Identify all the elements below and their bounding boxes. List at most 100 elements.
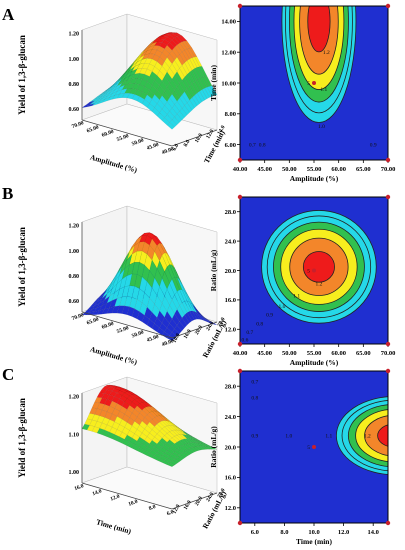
x-tick-label: 40.00 xyxy=(233,350,248,357)
x-tick-label: 40.00 xyxy=(161,338,175,348)
surface-facet xyxy=(91,402,100,409)
surface-facet xyxy=(156,112,165,121)
surface-facet xyxy=(131,241,140,255)
surface-facet xyxy=(159,36,168,40)
surface-facet xyxy=(131,394,140,399)
surface-facet xyxy=(104,424,113,433)
surface-facet xyxy=(176,454,185,460)
surface-facet xyxy=(131,83,140,90)
surface-facet xyxy=(139,432,148,441)
surface-facet xyxy=(94,98,103,104)
corner-design-point xyxy=(237,520,243,526)
x-tick-label: 12.0 xyxy=(338,529,349,536)
design-point xyxy=(312,268,316,273)
surface-facet xyxy=(146,421,155,430)
corner-design-point xyxy=(385,341,391,347)
surface-facet xyxy=(169,425,178,431)
design-point xyxy=(312,81,316,85)
surface-facet xyxy=(144,406,153,413)
x-tick-label: 14.0 xyxy=(368,529,379,536)
surface-facet xyxy=(139,420,148,430)
x-tick-label: 10.0 xyxy=(308,529,319,536)
contour-level-label: 1.0 xyxy=(285,434,292,440)
y-tick-label: 16.0 xyxy=(225,475,236,482)
surface-facet xyxy=(106,384,115,386)
surface-facet xyxy=(156,457,165,463)
surface-facet xyxy=(136,73,145,80)
y-tick-label: 8.0 xyxy=(183,139,192,148)
contour-level-label: 0.9 xyxy=(370,143,377,149)
x-tick-label: 60.00 xyxy=(101,321,115,331)
z-tick-label: 1.00 xyxy=(69,249,80,255)
surface-facet xyxy=(126,62,135,72)
design-point-label: 5 xyxy=(307,269,310,275)
surface-facet xyxy=(131,57,140,67)
surface-facet xyxy=(136,311,145,323)
y-axis-line xyxy=(171,492,218,510)
x-tick-label: 45.00 xyxy=(257,350,272,357)
panel-label-a: A xyxy=(2,5,15,24)
corner-design-point xyxy=(385,194,391,200)
x-axis-line xyxy=(81,119,173,147)
surface-facet xyxy=(159,455,168,461)
x-tick-label: 16.0 xyxy=(74,483,85,492)
contour-level-label: 1.1 xyxy=(325,434,332,440)
contour-plot-c: 6.0 8.0 10.0 12.0 14.0 12.0 16.0 20.0 24.0 28.0 Ti… xyxy=(209,368,391,546)
y-tick-label: 10.0 xyxy=(194,132,204,144)
contour-band-1-1 xyxy=(364,415,388,456)
surface-facet xyxy=(154,295,163,312)
surface-facet xyxy=(146,232,155,239)
y-tick-label: 14.00 xyxy=(221,19,236,26)
x-tick-label: 70.00 xyxy=(381,350,396,357)
surface-facet xyxy=(121,392,130,399)
design-point-label: 5 xyxy=(307,81,310,87)
surface-facet xyxy=(104,399,113,407)
surface-facet xyxy=(96,415,105,424)
surface-facet xyxy=(89,407,98,415)
y-tick-label: 12.0 xyxy=(225,505,236,512)
contour-level-label: 0.8 xyxy=(259,143,266,149)
surface-facet xyxy=(139,50,148,59)
contour-level-label: 1.1 xyxy=(293,293,300,299)
y-tick-label: 12.0 xyxy=(205,128,215,140)
surface-facet xyxy=(146,40,155,48)
surface-facet xyxy=(149,49,158,55)
surface-facet xyxy=(174,441,183,448)
contour-level-label: 1.1 xyxy=(320,87,327,93)
surface-facet xyxy=(171,443,180,450)
x-tick-label: 70.00 xyxy=(71,120,85,130)
contour-level-label: 0.6 xyxy=(241,338,248,344)
surface-facet xyxy=(126,66,135,75)
y-tick-label: 20.0 xyxy=(194,324,204,336)
surface-facet xyxy=(199,312,208,321)
surface-facet xyxy=(151,38,160,44)
surface-facet xyxy=(134,235,143,247)
x-tick-label: 45.00 xyxy=(146,334,160,344)
y-tick-label: 24.0 xyxy=(225,414,236,421)
surface-facet xyxy=(141,292,150,308)
corner-design-point xyxy=(385,157,391,163)
surface-facet xyxy=(141,63,150,70)
y-tick-label: 16.0 xyxy=(183,328,193,340)
surface-facet xyxy=(156,38,165,43)
contour-level-label: 0.8 xyxy=(256,321,263,327)
surface-facet xyxy=(114,386,123,391)
y-tick-label: 24.0 xyxy=(205,320,215,332)
surface-facet xyxy=(104,389,113,395)
y-tick-label: 16.0 xyxy=(183,499,193,511)
surface-facet xyxy=(174,424,183,431)
surface-facet xyxy=(106,406,115,415)
surface-facet xyxy=(91,96,100,101)
surface-facet xyxy=(154,410,163,417)
surface-facet xyxy=(176,321,185,331)
y-tick-label: 24.0 xyxy=(205,491,215,503)
surface-facet xyxy=(151,107,160,117)
y-axis-label: Time (min) xyxy=(209,65,218,101)
surface-facet xyxy=(94,94,103,99)
surface-facet xyxy=(124,388,133,393)
corner-design-point xyxy=(237,157,243,163)
panel-label-b: B xyxy=(2,184,13,203)
surface-facet xyxy=(151,45,160,51)
